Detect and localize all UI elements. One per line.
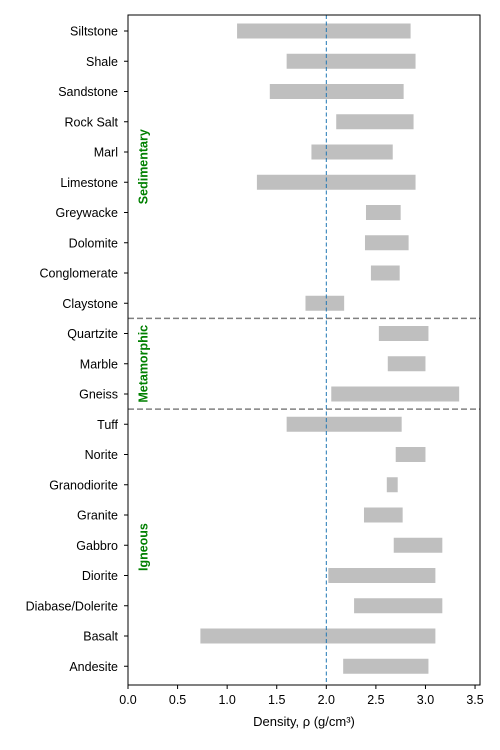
y-tick-label-quartzite: Quartzite <box>67 327 118 341</box>
y-tick-label-norite: Norite <box>85 448 118 462</box>
bar-rock-salt <box>336 114 414 130</box>
bar-gabbro <box>393 537 443 553</box>
x-axis: 0.0 0.5 1.0 1.5 2.0 2.5 3.0 3.5 <box>119 685 484 707</box>
bar-gneiss <box>331 386 460 402</box>
bar-basalt <box>200 628 436 644</box>
x-tick-label-7: 3.5 <box>466 693 483 707</box>
bar-marble <box>387 356 426 372</box>
bar-conglomerate <box>370 265 400 281</box>
bar-marl <box>311 144 393 160</box>
y-tick-label-gabbro: Gabbro <box>76 539 118 553</box>
bar-granite <box>363 507 403 523</box>
y-tick-label-rock-salt: Rock Salt <box>65 115 119 129</box>
x-tick-label-3: 1.5 <box>268 693 285 707</box>
group-label-sedimentary: Sedimentary <box>136 129 150 204</box>
y-tick-label-siltstone: Siltstone <box>70 25 118 39</box>
y-tick-label-marble: Marble <box>80 357 118 371</box>
y-tick-label-marl: Marl <box>94 146 118 160</box>
x-tick-label-5: 2.5 <box>367 693 384 707</box>
y-tick-label-granodiorite: Granodiorite <box>49 478 118 492</box>
y-axis: Siltstone Shale Sandstone Rock Salt Marl Lime… <box>26 25 128 674</box>
bar-granodiorite <box>386 477 398 493</box>
bars-layer <box>200 23 460 674</box>
x-tick-label-4: 2.0 <box>318 693 335 707</box>
y-tick-label-claystone: Claystone <box>62 297 118 311</box>
y-tick-label-gneiss: Gneiss <box>79 388 118 402</box>
bar-shale <box>286 53 416 69</box>
group-separators <box>128 317 480 410</box>
x-tick-label-1: 0.5 <box>169 693 186 707</box>
bar-andesite <box>343 658 429 674</box>
x-axis-label: Density, ρ (g/cm³) <box>253 714 355 729</box>
bar-tuff <box>286 416 402 432</box>
y-tick-label-sandstone: Sandstone <box>58 85 118 99</box>
y-tick-label-diabase-dolerite: Diabase/Dolerite <box>26 599 118 613</box>
bar-norite <box>395 447 426 462</box>
group-label-metamorphic: Metamorphic <box>136 325 150 403</box>
bar-greywacke <box>365 205 401 220</box>
bar-siltstone <box>237 23 411 39</box>
x-tick-label-0: 0.0 <box>119 693 136 707</box>
y-tick-label-diorite: Diorite <box>82 569 118 583</box>
y-tick-label-granite: Granite <box>77 509 118 523</box>
group-labels: Sedimentary Metamorphic Igneous <box>136 129 150 571</box>
y-tick-label-dolomite: Dolomite <box>69 236 118 250</box>
bar-diorite <box>328 568 436 583</box>
x-tick-label-6: 3.0 <box>417 693 434 707</box>
bar-limestone <box>256 174 416 190</box>
y-tick-label-shale: Shale <box>86 55 118 69</box>
plot-area-frame <box>127 14 481 686</box>
group-label-igneous: Igneous <box>136 523 150 571</box>
bar-dolomite <box>364 235 409 251</box>
y-tick-label-greywacke: Greywacke <box>55 206 118 220</box>
bar-claystone <box>305 295 345 311</box>
y-tick-label-basalt: Basalt <box>83 630 118 644</box>
bar-quartzite <box>378 326 429 341</box>
bar-sandstone <box>269 84 404 99</box>
y-tick-label-tuff: Tuff <box>97 418 118 432</box>
x-tick-label-2: 1.0 <box>218 693 235 707</box>
y-tick-label-andesite: Andesite <box>69 660 118 674</box>
y-tick-label-limestone: Limestone <box>60 176 118 190</box>
bar-diabase-dolerite <box>354 598 443 614</box>
y-tick-label-conglomerate: Conglomerate <box>39 267 118 281</box>
